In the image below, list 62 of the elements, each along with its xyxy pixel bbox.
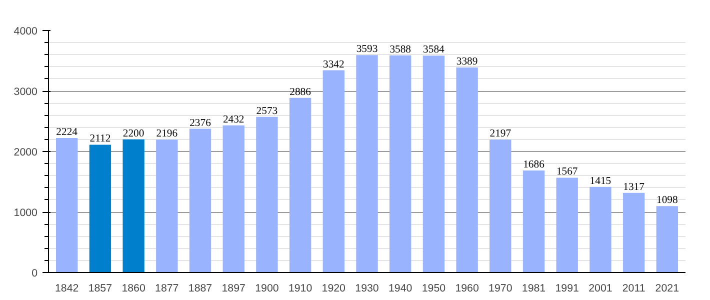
data-label: 2573: [256, 106, 278, 117]
data-label: 2200: [122, 128, 144, 140]
data-label: 3389: [456, 56, 478, 68]
x-tick-label: 2021: [655, 282, 680, 294]
data-label: 1317: [623, 182, 646, 193]
bar: [390, 55, 412, 272]
data-label: 3342: [322, 59, 344, 70]
bar: [590, 186, 612, 272]
data-label: 2196: [156, 128, 178, 140]
x-tick-label: 1960: [455, 282, 479, 294]
x-tick-label: 1857: [88, 282, 112, 294]
data-label: 2886: [290, 86, 312, 98]
bar: [656, 206, 678, 272]
bar: [322, 70, 344, 272]
bar: [256, 116, 278, 272]
x-tick-label: 1910: [288, 282, 312, 294]
data-label: 1098: [656, 195, 678, 206]
x-tick-label: 1970: [488, 282, 512, 294]
x-tick-label: 1950: [422, 282, 446, 294]
x-tick-label: 2011: [622, 282, 646, 294]
y-tick-label: 4000: [14, 26, 38, 38]
y-tick-label: 2000: [14, 146, 38, 158]
x-tick-label: 1877: [155, 282, 179, 294]
bar: [522, 170, 545, 272]
x-tick-label: 1991: [555, 282, 580, 294]
data-label: 2224: [56, 126, 78, 138]
data-label: 1415: [590, 176, 612, 187]
y-tick-label: 1000: [14, 207, 38, 219]
bar: [556, 178, 578, 272]
x-tick-label: 1920: [322, 282, 346, 294]
bar: [122, 139, 144, 272]
data-label: 1567: [556, 166, 578, 178]
bar: [89, 144, 112, 272]
data-label: 3584: [423, 44, 446, 56]
data-label: 2112: [90, 134, 111, 145]
bar: [56, 138, 78, 272]
bar: [289, 98, 312, 272]
bar: [356, 55, 378, 272]
x-tick-label: 1930: [355, 282, 379, 294]
bar: [422, 56, 445, 272]
data-label: 1686: [523, 159, 546, 170]
bar: [456, 67, 478, 272]
x-tick-label: 1897: [222, 282, 246, 294]
data-label: 2376: [190, 118, 212, 129]
x-tick-label: 1940: [388, 282, 412, 294]
bar: [622, 192, 645, 272]
data-label: 2197: [490, 128, 512, 140]
y-tick-label: 0: [32, 268, 38, 280]
x-tick-label: 1900: [255, 282, 279, 294]
data-label: 2432: [222, 114, 244, 126]
y-tick-label: 3000: [14, 86, 38, 98]
data-label: 3593: [356, 44, 378, 56]
bar: [490, 140, 512, 272]
data-label: 3588: [390, 44, 412, 56]
x-tick-label: 1842: [54, 282, 79, 294]
bar: [156, 140, 178, 272]
x-tick-label: 1887: [188, 282, 212, 294]
x-tick-label: 2001: [588, 282, 612, 294]
x-tick-label: 1860: [122, 282, 146, 294]
x-tick-label: 1981: [522, 282, 546, 294]
bar: [222, 125, 244, 272]
bar: [189, 128, 212, 272]
